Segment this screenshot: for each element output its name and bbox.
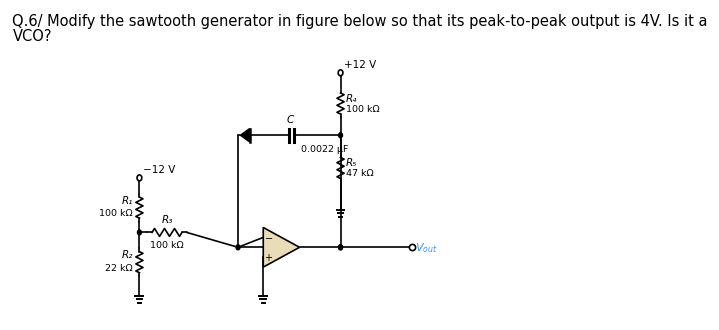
Text: 22 kΩ: 22 kΩ [106, 264, 133, 273]
Text: VCO?: VCO? [12, 29, 52, 44]
Circle shape [137, 230, 142, 235]
Text: $+$: $+$ [265, 252, 273, 263]
Text: 0.0022 μF: 0.0022 μF [301, 145, 349, 154]
Text: R₄: R₄ [346, 94, 357, 104]
Text: $V_{out}$: $V_{out}$ [415, 241, 437, 255]
Circle shape [339, 133, 342, 138]
Text: 100 kΩ: 100 kΩ [150, 241, 184, 250]
Circle shape [339, 245, 342, 250]
Text: 47 kΩ: 47 kΩ [346, 169, 374, 179]
Text: 100 kΩ: 100 kΩ [99, 209, 133, 218]
Polygon shape [263, 227, 300, 267]
Text: R₁: R₁ [122, 196, 133, 206]
Text: $-$: $-$ [264, 232, 273, 243]
Text: R₃: R₃ [161, 214, 173, 224]
Text: −12 V: −12 V [143, 165, 175, 175]
Text: R₂: R₂ [122, 250, 133, 260]
Polygon shape [240, 129, 249, 142]
Circle shape [339, 245, 342, 250]
Text: R₅: R₅ [346, 158, 357, 168]
Text: +12 V: +12 V [344, 60, 377, 70]
Text: C: C [286, 115, 293, 125]
Circle shape [236, 245, 240, 250]
Text: Q.6/ Modify the sawtooth generator in figure below so that its peak-to-peak outp: Q.6/ Modify the sawtooth generator in fi… [12, 14, 708, 29]
Text: 100 kΩ: 100 kΩ [346, 105, 380, 114]
